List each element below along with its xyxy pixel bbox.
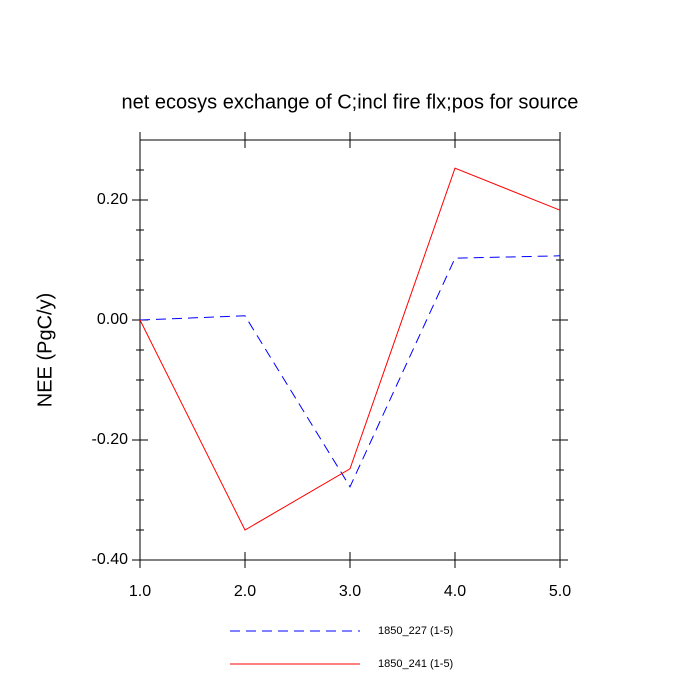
y-axis-label: NEE (PgC/y) <box>34 293 56 407</box>
legend-label: 1850_241 (1-5) <box>378 658 453 670</box>
x-tick-label: 5.0 <box>549 583 571 600</box>
x-tick-label: 3.0 <box>339 583 361 600</box>
x-tick-label: 1.0 <box>129 583 151 600</box>
chart-title: net ecosys exchange of C;incl fire flx;p… <box>122 91 579 113</box>
y-tick-label: 0.20 <box>97 191 128 208</box>
data-line <box>139 255 561 488</box>
data-line <box>139 167 561 531</box>
y-tick-label: 0.00 <box>97 311 128 328</box>
plot-frame <box>139 139 561 561</box>
y-tick-label: -0.20 <box>92 431 129 448</box>
y-tick-label: -0.40 <box>92 551 129 568</box>
legend-label: 1850_227 (1-5) <box>378 625 453 637</box>
x-tick-label: 4.0 <box>444 583 466 600</box>
x-tick-label: 2.0 <box>234 583 256 600</box>
